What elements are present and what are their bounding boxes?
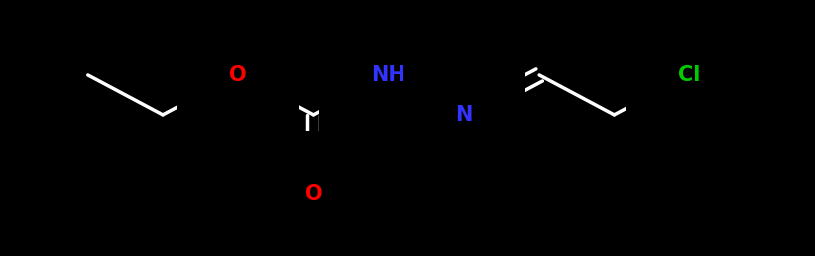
Text: O: O (305, 184, 322, 204)
Text: O: O (229, 65, 247, 85)
Text: N: N (456, 105, 473, 125)
Text: Cl: Cl (678, 65, 701, 85)
Text: NH: NH (372, 65, 406, 85)
